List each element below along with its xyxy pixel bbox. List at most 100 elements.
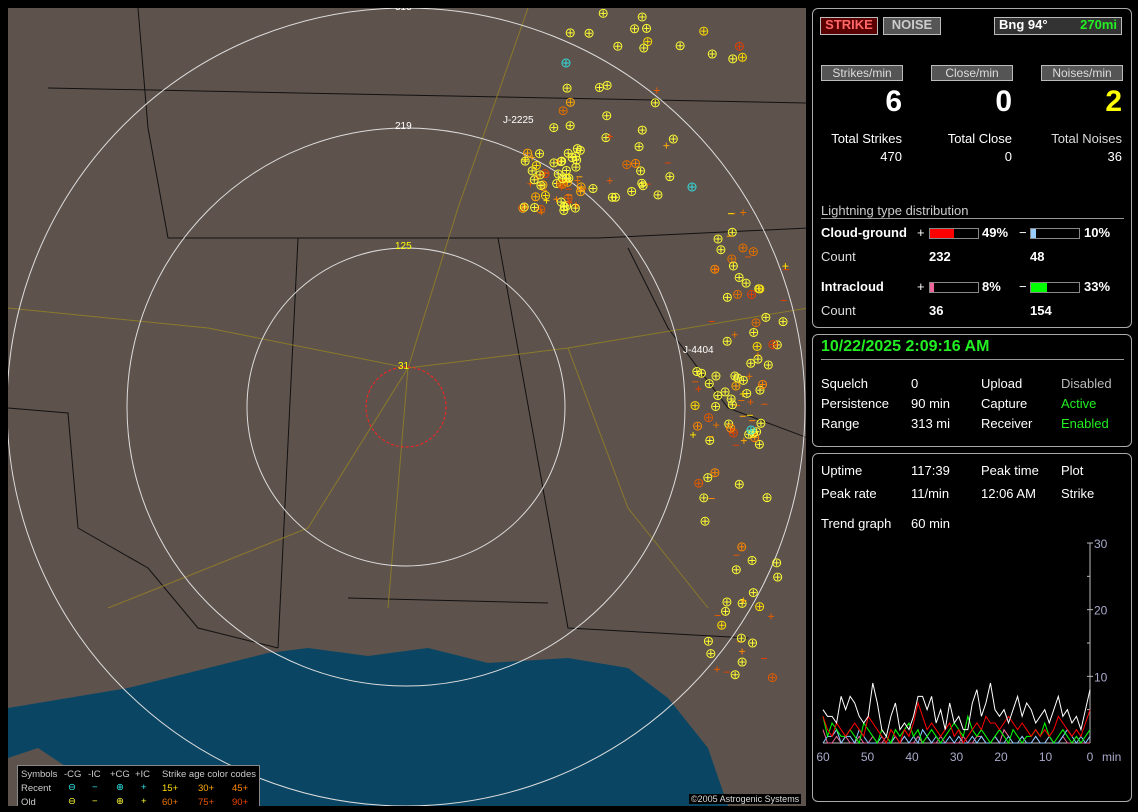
plus-cg-strike-icon bbox=[653, 190, 663, 200]
plus-cg-strike-icon bbox=[767, 673, 777, 683]
plus-cg-strike-icon bbox=[755, 284, 765, 294]
noises-per-min-button[interactable]: Noises/min bbox=[1041, 65, 1123, 81]
cg-positive-bar bbox=[929, 228, 979, 239]
capture-value: Active bbox=[1061, 396, 1097, 411]
plus-cg-strike-icon bbox=[572, 144, 582, 154]
ic-negative-pct: 33% bbox=[1084, 279, 1111, 294]
plus-cg-strike-icon bbox=[746, 289, 756, 299]
symbol-legend: Symbols -CG -IC +CG +IC Strike age color… bbox=[17, 765, 260, 806]
plus-cg-strike-icon bbox=[713, 391, 723, 401]
range-ring bbox=[246, 247, 566, 567]
plus-ic-strike-icon bbox=[747, 398, 754, 405]
plus-cg-strike-icon bbox=[687, 182, 697, 192]
plus-cg-strike-icon bbox=[752, 341, 762, 351]
plus-cg-strike-icon bbox=[549, 123, 559, 133]
distribution-title: Lightning type distribution bbox=[821, 203, 1124, 219]
persistence-value: 90 min bbox=[911, 396, 951, 411]
range-label-125: 125 bbox=[395, 241, 412, 252]
plus-cg-strike-icon bbox=[520, 156, 530, 166]
total-close-value: 0 bbox=[1004, 149, 1012, 164]
plus-cg-strike-icon bbox=[733, 289, 743, 299]
highway bbox=[387, 367, 409, 609]
plus-cg-strike-icon bbox=[553, 169, 563, 179]
plus-cg-strike-icon bbox=[731, 381, 741, 391]
strikes-per-min-button[interactable]: Strikes/min bbox=[821, 65, 903, 81]
plot-value[interactable]: Strike bbox=[1061, 486, 1095, 501]
bearing-value: Bng 94° bbox=[999, 17, 1048, 32]
lightning-map[interactable]: 31 125 219 313 J-2225 J-4404 Symbols -CG… bbox=[8, 8, 806, 806]
age-code: 30+ bbox=[198, 783, 215, 794]
plus-cg-strike-icon bbox=[561, 165, 571, 175]
plus-ic-strike-icon bbox=[574, 177, 581, 184]
plus-cg-strike-icon bbox=[773, 572, 783, 582]
plus-cg-strike-icon bbox=[540, 169, 550, 179]
plus-cg-strike-icon bbox=[722, 292, 732, 302]
plus-cg-strike-icon bbox=[713, 234, 723, 244]
capture-label: Capture bbox=[981, 396, 1028, 411]
plus-sign: + bbox=[917, 279, 925, 294]
plus-cg-strike-icon bbox=[570, 203, 580, 213]
range-ring bbox=[8, 8, 806, 806]
plus-cg-strike-icon bbox=[703, 473, 713, 483]
minus-sign: − bbox=[1019, 279, 1027, 294]
age-code: 15+ bbox=[162, 783, 179, 794]
plus-cg-strike-icon bbox=[631, 158, 641, 168]
plus-cg-strike-icon bbox=[697, 368, 707, 378]
storm-label: J-2225 bbox=[503, 115, 534, 126]
count-label: Count bbox=[821, 303, 856, 318]
legend-row-label: Recent bbox=[21, 783, 52, 794]
plus-cg-strike-icon bbox=[622, 160, 632, 170]
uptime-value: 117:39 bbox=[911, 463, 950, 478]
plus-cg-strike-icon bbox=[565, 28, 575, 38]
plus-cg-strike-icon bbox=[761, 312, 771, 322]
cg-negative-bar bbox=[1030, 228, 1080, 239]
plus-cg-strike-icon bbox=[748, 638, 758, 648]
age-code: 60+ bbox=[162, 797, 179, 806]
plus-cg-strike-icon bbox=[519, 202, 529, 212]
total-noises-label: Total Noises bbox=[1051, 131, 1122, 146]
legend-header: Strike age color codes bbox=[162, 769, 256, 780]
plus-cg-strike-icon bbox=[693, 421, 703, 431]
squelch-value: 0 bbox=[911, 376, 919, 391]
plus-cg-strike-icon bbox=[557, 156, 567, 166]
state-border bbox=[47, 87, 806, 104]
minus-cg-old-icon: ⊖ bbox=[68, 796, 76, 806]
plus-cg-strike-icon bbox=[747, 555, 757, 565]
plus-cg-strike-icon bbox=[565, 121, 575, 131]
plus-cg-strike-icon bbox=[763, 360, 773, 370]
plus-ic-strike-icon bbox=[653, 87, 660, 94]
plus-cg-strike-icon bbox=[755, 602, 765, 612]
state-border bbox=[347, 597, 549, 604]
plus-cg-strike-icon bbox=[737, 598, 747, 608]
state-border bbox=[137, 8, 806, 239]
plus-cg-strike-icon bbox=[561, 58, 571, 68]
ic-negative-bar bbox=[1030, 282, 1080, 293]
plus-cg-strike-icon bbox=[558, 174, 568, 184]
range-label-31: 31 bbox=[398, 361, 410, 372]
y-tick-label: 10 bbox=[1094, 670, 1108, 684]
plus-cg-strike-icon bbox=[601, 133, 611, 143]
plus-cg-strike-icon bbox=[613, 41, 623, 51]
strike-button[interactable]: STRIKE bbox=[820, 17, 878, 35]
uptime-label: Uptime bbox=[821, 463, 863, 478]
plus-ic-recent-icon: + bbox=[141, 782, 147, 793]
plus-cg-strike-icon bbox=[756, 418, 766, 428]
plot-label: Plot bbox=[1061, 463, 1084, 478]
storm-label: J-4404 bbox=[683, 345, 714, 356]
plus-cg-strike-icon bbox=[530, 203, 540, 213]
plus-cg-strike-icon bbox=[540, 190, 550, 200]
plus-cg-strike-icon bbox=[704, 379, 714, 389]
trend-series-line bbox=[822, 728, 1091, 745]
plus-cg-strike-icon bbox=[734, 41, 744, 51]
plus-cg-strike-icon bbox=[758, 379, 768, 389]
close-per-min-button[interactable]: Close/min bbox=[931, 65, 1013, 81]
plus-cg-strike-icon bbox=[638, 181, 648, 191]
plus-cg-strike-icon bbox=[675, 41, 685, 51]
plus-cg-strike-icon bbox=[699, 493, 709, 503]
noise-button[interactable]: NOISE bbox=[883, 17, 941, 35]
plus-cg-strike-icon bbox=[571, 162, 581, 172]
bar-fill bbox=[1031, 229, 1036, 238]
peak-time-value: 12:06 AM bbox=[981, 486, 1036, 501]
plus-cg-strike-icon bbox=[563, 148, 573, 158]
range-value: 313 mi bbox=[911, 416, 951, 431]
